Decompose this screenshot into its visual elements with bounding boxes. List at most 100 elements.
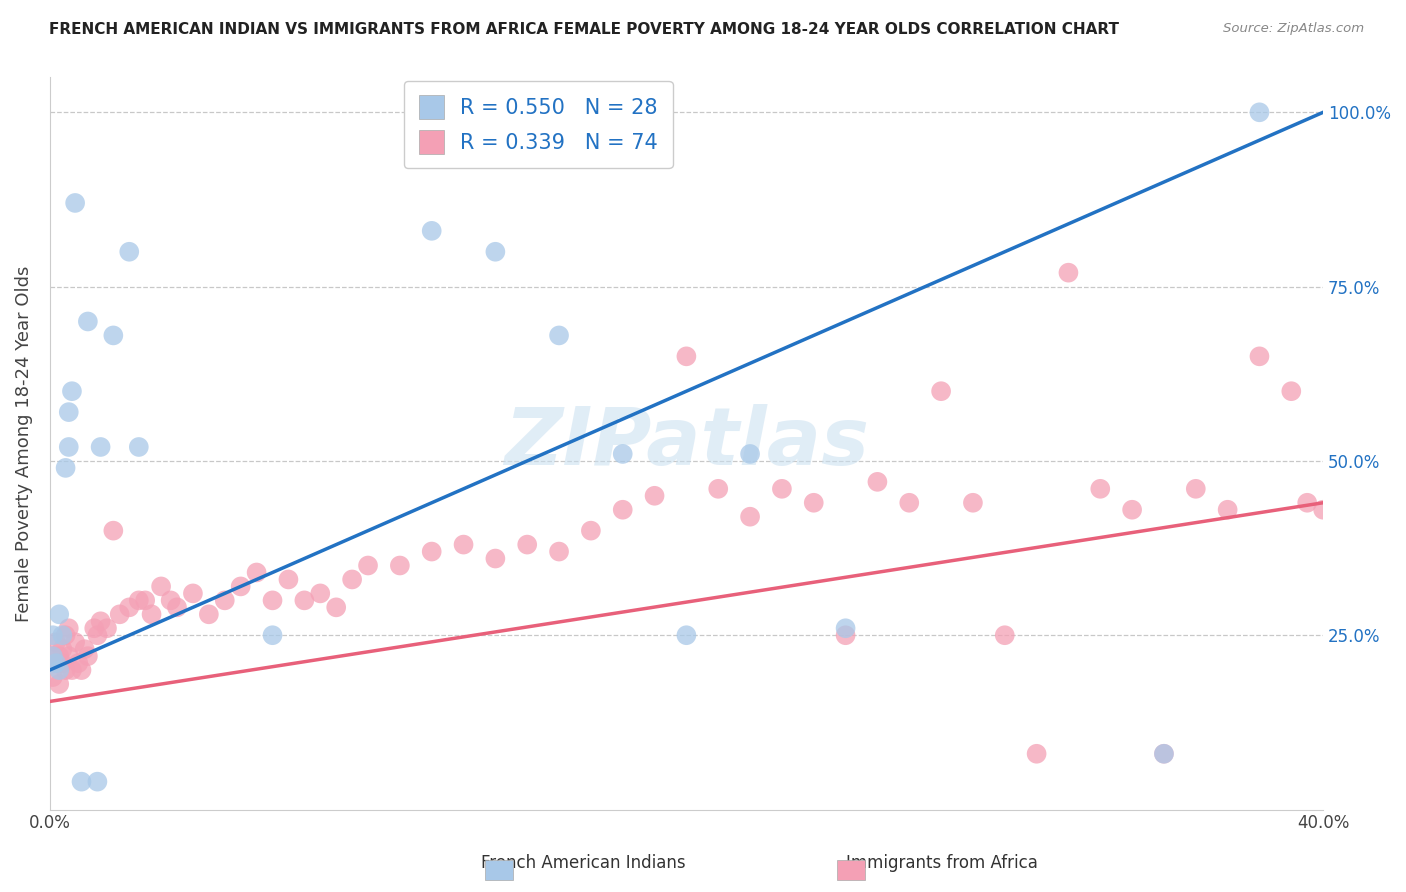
Point <box>58 649 80 664</box>
Point <box>134 593 156 607</box>
Point <box>58 405 80 419</box>
Point <box>45 656 67 670</box>
Point <box>612 502 634 516</box>
Point <box>63 196 86 211</box>
Point <box>484 551 506 566</box>
Point <box>612 447 634 461</box>
Point <box>118 600 141 615</box>
Point <box>103 328 125 343</box>
Point <box>76 314 98 328</box>
Point <box>48 649 70 664</box>
Point <box>1296 496 1319 510</box>
Point <box>1249 349 1271 363</box>
Point <box>675 628 697 642</box>
Point <box>86 774 108 789</box>
Point <box>292 593 315 607</box>
Point <box>675 349 697 363</box>
Point <box>118 244 141 259</box>
Point <box>516 538 538 552</box>
Text: French American Indians: French American Indians <box>481 855 686 872</box>
Point <box>1216 502 1239 516</box>
Point <box>548 328 571 343</box>
Point <box>1057 266 1080 280</box>
Point <box>929 384 952 399</box>
Point <box>76 649 98 664</box>
Point <box>60 384 83 399</box>
Point <box>42 649 65 664</box>
Point <box>166 600 188 615</box>
Point <box>45 656 67 670</box>
Point <box>420 224 443 238</box>
Point <box>309 586 332 600</box>
Point <box>453 538 475 552</box>
Point <box>420 544 443 558</box>
Point <box>1249 105 1271 120</box>
Point <box>141 607 163 622</box>
Point <box>45 635 67 649</box>
Point <box>738 447 761 461</box>
Point <box>277 573 299 587</box>
Point <box>96 621 118 635</box>
Point <box>198 607 221 622</box>
Point <box>246 566 269 580</box>
Point <box>644 489 666 503</box>
Point <box>83 621 105 635</box>
Point <box>388 558 411 573</box>
Point <box>803 496 825 510</box>
Point <box>51 628 73 642</box>
Point <box>962 496 984 510</box>
Point <box>128 593 150 607</box>
Point <box>1312 502 1334 516</box>
Point <box>73 642 96 657</box>
Point <box>1153 747 1175 761</box>
Text: ZIPatlas: ZIPatlas <box>503 404 869 483</box>
Point <box>48 663 70 677</box>
Point <box>770 482 793 496</box>
Point <box>159 593 181 607</box>
Point <box>579 524 602 538</box>
Text: FRENCH AMERICAN INDIAN VS IMMIGRANTS FROM AFRICA FEMALE POVERTY AMONG 18-24 YEAR: FRENCH AMERICAN INDIAN VS IMMIGRANTS FRO… <box>49 22 1119 37</box>
Point <box>42 628 65 642</box>
Point <box>58 440 80 454</box>
Point <box>834 621 856 635</box>
Point <box>1025 747 1047 761</box>
Point <box>994 628 1017 642</box>
Point <box>834 628 856 642</box>
Point <box>181 586 204 600</box>
Point <box>357 558 380 573</box>
Point <box>55 663 77 677</box>
Point <box>90 615 112 629</box>
Point <box>898 496 921 510</box>
Point <box>1184 482 1206 496</box>
Point <box>484 244 506 259</box>
Point <box>48 677 70 691</box>
Point <box>214 593 236 607</box>
Point <box>1121 502 1143 516</box>
Point <box>262 593 284 607</box>
Point <box>1279 384 1302 399</box>
Legend: R = 0.550   N = 28, R = 0.339   N = 74: R = 0.550 N = 28, R = 0.339 N = 74 <box>404 80 672 169</box>
Point <box>340 573 363 587</box>
Point <box>58 621 80 635</box>
Point <box>42 649 65 664</box>
Point <box>67 656 90 670</box>
Point <box>229 579 252 593</box>
Point <box>1153 747 1175 761</box>
Point <box>63 635 86 649</box>
Point <box>108 607 131 622</box>
Y-axis label: Female Poverty Among 18-24 Year Olds: Female Poverty Among 18-24 Year Olds <box>15 265 32 622</box>
Point <box>90 440 112 454</box>
Point <box>548 544 571 558</box>
Point <box>1090 482 1112 496</box>
Point <box>48 607 70 622</box>
Text: Immigrants from Africa: Immigrants from Africa <box>846 855 1038 872</box>
Point <box>42 670 65 684</box>
Point <box>707 482 730 496</box>
Point <box>60 663 83 677</box>
Point <box>103 524 125 538</box>
Point <box>86 628 108 642</box>
Point <box>51 656 73 670</box>
Point <box>70 774 93 789</box>
Point <box>262 628 284 642</box>
Point <box>866 475 889 489</box>
